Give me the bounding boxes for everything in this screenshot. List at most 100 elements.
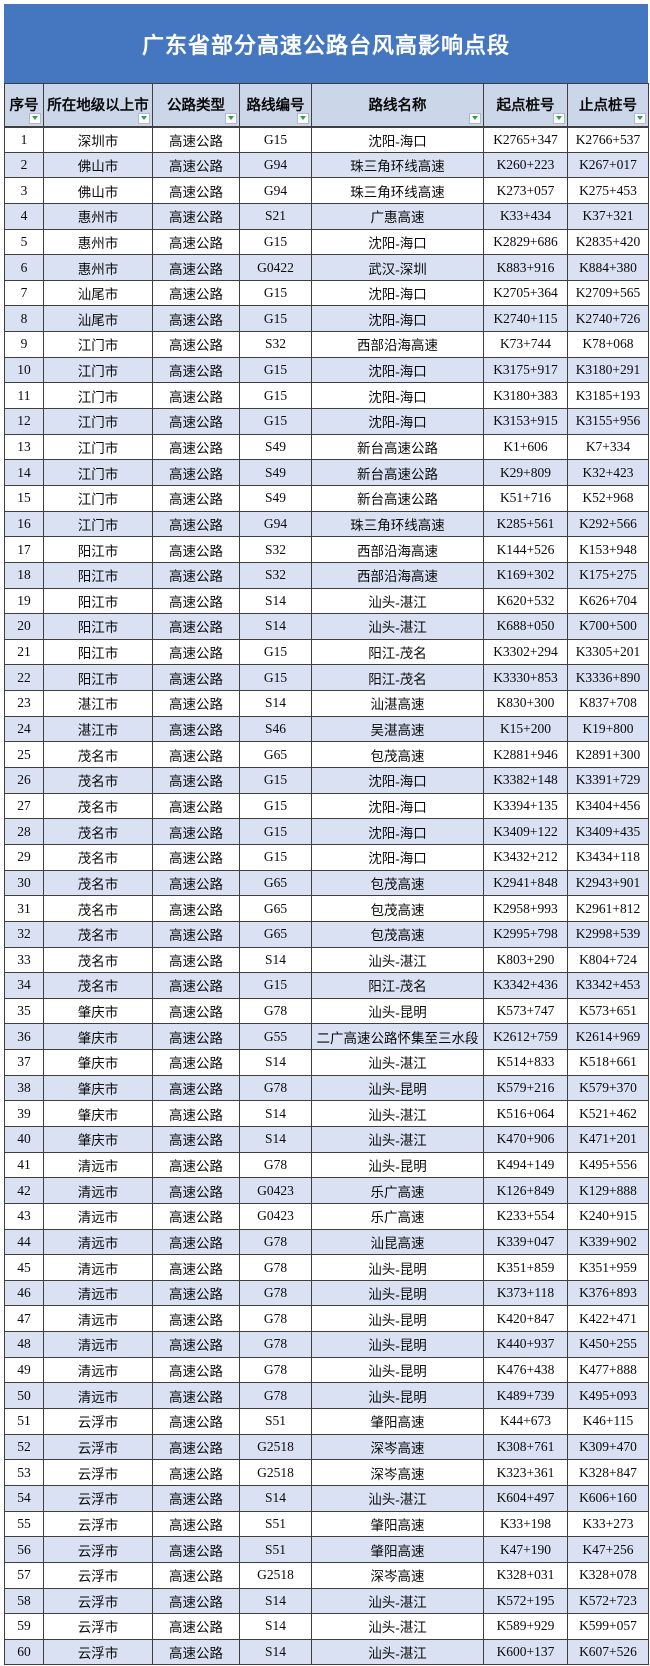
cell-route-number[interactable]: G15 (239, 279, 312, 307)
cell-road-type[interactable]: 高速公路 (152, 972, 240, 999)
cell-city[interactable]: 茂名市 (43, 843, 153, 871)
cell-route-number[interactable]: S14 (239, 690, 312, 717)
cell-route-name[interactable]: 珠三角环线高速 (311, 151, 484, 179)
cell-road-type[interactable]: 高速公路 (152, 1484, 240, 1512)
cell-route-name[interactable]: 汕头-昆明 (311, 1254, 484, 1281)
cell-start-stake[interactable]: K260+223 (483, 151, 568, 179)
cell-route-number[interactable]: G15 (239, 382, 312, 410)
cell-city[interactable]: 清远市 (43, 1279, 153, 1307)
cell-index[interactable]: 46 (4, 1279, 44, 1307)
cell-index[interactable]: 17 (4, 536, 44, 563)
cell-index[interactable]: 36 (4, 1023, 44, 1051)
cell-route-name[interactable]: 包茂高速 (311, 895, 484, 922)
cell-city[interactable]: 茂名市 (43, 767, 153, 794)
cell-start-stake[interactable]: K351+859 (483, 1254, 568, 1281)
cell-start-stake[interactable]: K3382+148 (483, 767, 568, 794)
cell-route-number[interactable]: S51 (239, 1536, 312, 1563)
cell-end-stake[interactable]: K78+068 (567, 331, 649, 358)
cell-index[interactable]: 59 (4, 1613, 44, 1640)
cell-end-stake[interactable]: K292+566 (567, 510, 649, 538)
cell-route-name[interactable]: 汕头-昆明 (311, 1074, 484, 1102)
cell-index[interactable]: 7 (4, 279, 44, 307)
cell-index[interactable]: 1 (4, 126, 44, 153)
cell-start-stake[interactable]: K516+064 (483, 1100, 568, 1127)
cell-route-name[interactable]: 沈阳-海口 (311, 305, 484, 333)
cell-route-name[interactable]: 汕头-湛江 (311, 1484, 484, 1512)
cell-end-stake[interactable]: K579+370 (567, 1074, 649, 1102)
cell-start-stake[interactable]: K47+190 (483, 1536, 568, 1563)
cell-road-type[interactable]: 高速公路 (152, 613, 240, 640)
cell-end-stake[interactable]: K267+017 (567, 151, 649, 179)
cell-index[interactable]: 4 (4, 202, 44, 230)
cell-route-name[interactable]: 汕头-昆明 (311, 1279, 484, 1307)
cell-road-type[interactable]: 高速公路 (152, 1382, 240, 1410)
cell-route-number[interactable]: S14 (239, 1587, 312, 1615)
cell-road-type[interactable]: 高速公路 (152, 946, 240, 974)
cell-route-number[interactable]: G15 (239, 305, 312, 333)
cell-start-stake[interactable]: K514+833 (483, 1049, 568, 1076)
cell-route-number[interactable]: G78 (239, 1279, 312, 1307)
cell-road-type[interactable]: 高速公路 (152, 254, 240, 281)
cell-index[interactable]: 42 (4, 1177, 44, 1204)
cell-start-stake[interactable]: K2705+364 (483, 279, 568, 307)
cell-start-stake[interactable]: K323+361 (483, 1459, 568, 1486)
cell-city[interactable]: 茂名市 (43, 920, 153, 948)
cell-road-type[interactable]: 高速公路 (152, 1510, 240, 1538)
cell-route-name[interactable]: 肇阳高速 (311, 1510, 484, 1538)
cell-index[interactable]: 25 (4, 741, 44, 769)
cell-index[interactable]: 37 (4, 1049, 44, 1076)
cell-index[interactable]: 8 (4, 305, 44, 333)
cell-city[interactable]: 肇庆市 (43, 1023, 153, 1051)
cell-city[interactable]: 云浮市 (43, 1459, 153, 1486)
cell-city[interactable]: 阳江市 (43, 587, 153, 615)
cell-route-name[interactable]: 深岑高速 (311, 1561, 484, 1589)
cell-index[interactable]: 55 (4, 1510, 44, 1538)
cell-index[interactable]: 60 (4, 1638, 44, 1666)
cell-route-name[interactable]: 沈阳-海口 (311, 126, 484, 153)
cell-start-stake[interactable]: K3175+917 (483, 356, 568, 384)
cell-index[interactable]: 52 (4, 1433, 44, 1461)
cell-index[interactable]: 43 (4, 1202, 44, 1230)
cell-index[interactable]: 53 (4, 1459, 44, 1486)
cell-end-stake[interactable]: K351+959 (567, 1254, 649, 1281)
cell-route-name[interactable]: 汕头-昆明 (311, 1151, 484, 1179)
cell-end-stake[interactable]: K2998+539 (567, 920, 649, 948)
cell-start-stake[interactable]: K572+195 (483, 1587, 568, 1615)
cell-start-stake[interactable]: K15+200 (483, 715, 568, 743)
cell-route-name[interactable]: 汕湛高速 (311, 690, 484, 717)
cell-route-name[interactable]: 珠三角环线高速 (311, 510, 484, 538)
cell-road-type[interactable]: 高速公路 (152, 1254, 240, 1281)
cell-road-type[interactable]: 高速公路 (152, 1049, 240, 1076)
cell-end-stake[interactable]: K376+893 (567, 1279, 649, 1307)
cell-route-name[interactable]: 汕头-湛江 (311, 1049, 484, 1076)
cell-index[interactable]: 21 (4, 638, 44, 666)
cell-end-stake[interactable]: K3404+456 (567, 792, 649, 820)
cell-route-number[interactable]: G15 (239, 408, 312, 435)
cell-route-number[interactable]: G2518 (239, 1459, 312, 1486)
cell-index[interactable]: 33 (4, 946, 44, 974)
cell-index[interactable]: 11 (4, 382, 44, 410)
cell-end-stake[interactable]: K2709+565 (567, 279, 649, 307)
cell-route-name[interactable]: 沈阳-海口 (311, 818, 484, 845)
cell-city[interactable]: 清远市 (43, 1177, 153, 1204)
cell-start-stake[interactable]: K273+057 (483, 177, 568, 204)
cell-route-number[interactable]: G65 (239, 920, 312, 948)
cell-index[interactable]: 50 (4, 1382, 44, 1410)
cell-city[interactable]: 江门市 (43, 510, 153, 538)
cell-index[interactable]: 6 (4, 254, 44, 281)
cell-city[interactable]: 茂名市 (43, 869, 153, 897)
cell-road-type[interactable]: 高速公路 (152, 792, 240, 820)
cell-road-type[interactable]: 高速公路 (152, 1125, 240, 1153)
cell-road-type[interactable]: 高速公路 (152, 997, 240, 1025)
cell-route-name[interactable]: 西部沿海高速 (311, 331, 484, 358)
cell-end-stake[interactable]: K3409+435 (567, 818, 649, 845)
cell-index[interactable]: 16 (4, 510, 44, 538)
cell-road-type[interactable]: 高速公路 (152, 664, 240, 692)
cell-start-stake[interactable]: K29+809 (483, 459, 568, 486)
cell-city[interactable]: 云浮市 (43, 1510, 153, 1538)
cell-road-type[interactable]: 高速公路 (152, 741, 240, 769)
cell-city[interactable]: 江门市 (43, 484, 153, 512)
cell-city[interactable]: 云浮市 (43, 1536, 153, 1563)
cell-city[interactable]: 肇庆市 (43, 1125, 153, 1153)
cell-route-number[interactable]: G78 (239, 1356, 312, 1384)
